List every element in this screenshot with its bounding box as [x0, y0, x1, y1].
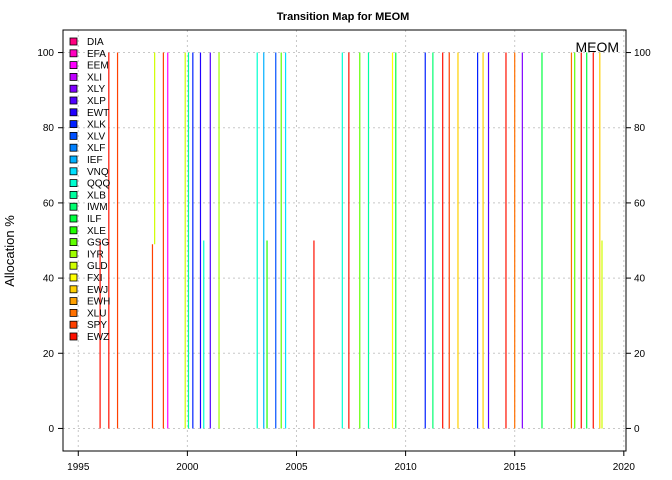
legend-swatch: [69, 249, 78, 258]
legend-swatch: [69, 143, 78, 152]
legend-label: XLE: [87, 226, 106, 237]
y-tick-label-right: 20: [634, 349, 646, 360]
legend-label: QQQ: [87, 179, 111, 190]
legend-swatch: [69, 273, 78, 282]
legend-swatch: [69, 320, 78, 329]
legend-label: IYR: [87, 249, 104, 260]
legend-swatch: [69, 285, 78, 294]
x-tick-label: 1995: [67, 462, 90, 473]
y-tick-label-right: 0: [634, 424, 640, 435]
legend-label: XLP: [87, 96, 106, 107]
y-tick-label-left: 100: [37, 48, 54, 59]
legend-swatch: [69, 73, 78, 81]
legend-swatch: [69, 37, 78, 46]
legend-swatch: [69, 190, 78, 199]
legend-label: EWJ: [87, 285, 108, 296]
legend-swatch: [69, 120, 78, 128]
y-tick-label-right: 80: [634, 123, 646, 134]
y-tick-label-left: 0: [48, 424, 54, 435]
legend-swatch: [69, 214, 78, 223]
chart-annotation: MEOM: [575, 39, 619, 55]
legend-swatch: [69, 332, 78, 341]
x-tick-label: 2010: [394, 462, 417, 473]
y-tick-label-left: 80: [43, 123, 55, 134]
legend-swatch: [69, 297, 78, 306]
legend-swatch: [69, 261, 78, 270]
legend-swatch: [69, 179, 78, 188]
y-tick-label-left: 60: [43, 198, 55, 209]
legend-label: XLY: [87, 84, 105, 95]
legend-label: ILF: [87, 214, 101, 225]
y-tick-label-left: 20: [43, 349, 55, 360]
plot-frame: [62, 29, 627, 452]
legend-swatch: [69, 61, 78, 69]
x-tick-label: 2015: [504, 462, 527, 473]
legend-label: GLD: [87, 261, 108, 272]
legend-label: EWT: [87, 108, 109, 119]
x-tick-label: 2000: [176, 462, 199, 473]
chart-title: Transition Map for MEOM: [277, 11, 410, 23]
legend-swatch: [69, 226, 78, 235]
legend-swatch: [69, 131, 78, 140]
y-axis-label: Allocation %: [2, 215, 17, 287]
x-tick-label: 2005: [285, 462, 308, 473]
legend-label: EWH: [87, 297, 110, 308]
legend: DIAEFAEEMXLIXLYXLPEWTXLKXLVXLFIEFVNQQQQX…: [69, 37, 111, 343]
legend-swatch: [69, 308, 78, 317]
legend-label: SPY: [87, 320, 107, 331]
y-tick-label-left: 40: [43, 274, 55, 285]
legend-label: IWM: [87, 202, 108, 213]
legend-label: IEF: [87, 155, 103, 166]
legend-label: DIA: [87, 37, 104, 48]
legend-label: XLI: [87, 72, 102, 83]
legend-label: XLK: [87, 120, 106, 131]
y-tick-label-right: 100: [634, 48, 651, 59]
legend-label: EWZ: [87, 332, 109, 343]
transition-lines: [99, 52, 603, 429]
legend-swatch: [69, 202, 78, 211]
legend-label: FXI: [87, 273, 103, 284]
legend-swatch: [69, 108, 78, 117]
legend-label: VNQ: [87, 167, 109, 178]
legend-label: XLV: [87, 131, 105, 142]
legend-swatch: [69, 167, 78, 176]
legend-label: EFA: [87, 49, 106, 60]
legend-label: XLF: [87, 143, 105, 154]
legend-swatch: [69, 84, 78, 93]
y-tick-label-right: 40: [634, 274, 646, 285]
y-tick-label-right: 60: [634, 198, 646, 209]
legend-swatch: [69, 49, 78, 58]
legend-label: XLB: [87, 190, 106, 201]
legend-swatch: [69, 238, 78, 247]
legend-label: GSG: [87, 238, 109, 249]
legend-swatch: [69, 155, 78, 164]
x-tick-label: 2020: [613, 462, 636, 473]
legend-label: EEM: [87, 61, 109, 72]
legend-swatch: [69, 96, 78, 105]
legend-label: XLU: [87, 308, 106, 319]
